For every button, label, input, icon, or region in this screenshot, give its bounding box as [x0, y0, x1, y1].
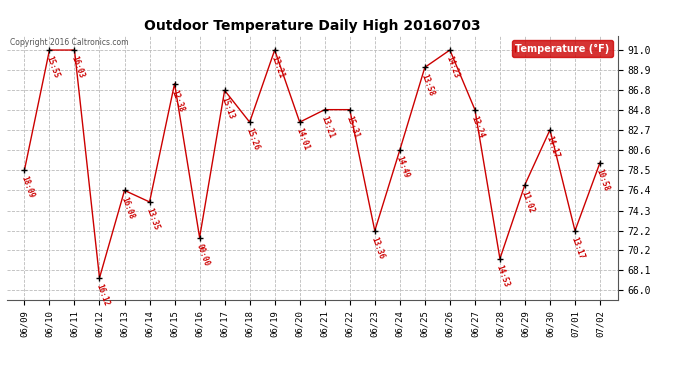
- Text: Copyright 2016 Caltronics.com: Copyright 2016 Caltronics.com: [10, 38, 128, 47]
- Title: Outdoor Temperature Daily High 20160703: Outdoor Temperature Daily High 20160703: [144, 19, 480, 33]
- Text: 00:00: 00:00: [194, 242, 210, 267]
- Text: 13:21: 13:21: [269, 55, 286, 80]
- Text: 14:17: 14:17: [544, 135, 561, 159]
- Text: 12:38: 12:38: [169, 88, 186, 113]
- Text: 13:35: 13:35: [144, 207, 161, 231]
- Legend: Temperature (°F): Temperature (°F): [511, 40, 613, 57]
- Text: 15:26: 15:26: [244, 127, 261, 152]
- Text: 13:21: 13:21: [319, 114, 335, 139]
- Text: 13:17: 13:17: [569, 236, 586, 260]
- Text: 14:23: 14:23: [444, 55, 461, 80]
- Text: 13:24: 13:24: [469, 114, 486, 139]
- Text: 11:02: 11:02: [520, 189, 536, 214]
- Text: 14:49: 14:49: [395, 155, 411, 180]
- Text: 18:09: 18:09: [19, 175, 35, 200]
- Text: 15:55: 15:55: [44, 55, 60, 80]
- Text: 14:53: 14:53: [495, 264, 511, 288]
- Text: 15:31: 15:31: [344, 114, 361, 139]
- Text: 16:12: 16:12: [94, 283, 110, 308]
- Text: 13:36: 13:36: [369, 236, 386, 260]
- Text: 16:08: 16:08: [119, 195, 135, 220]
- Text: 16:03: 16:03: [69, 55, 86, 80]
- Text: 15:13: 15:13: [219, 95, 235, 120]
- Text: 10:58: 10:58: [595, 167, 611, 192]
- Text: 14:01: 14:01: [294, 127, 310, 152]
- Text: 13:58: 13:58: [420, 72, 436, 97]
